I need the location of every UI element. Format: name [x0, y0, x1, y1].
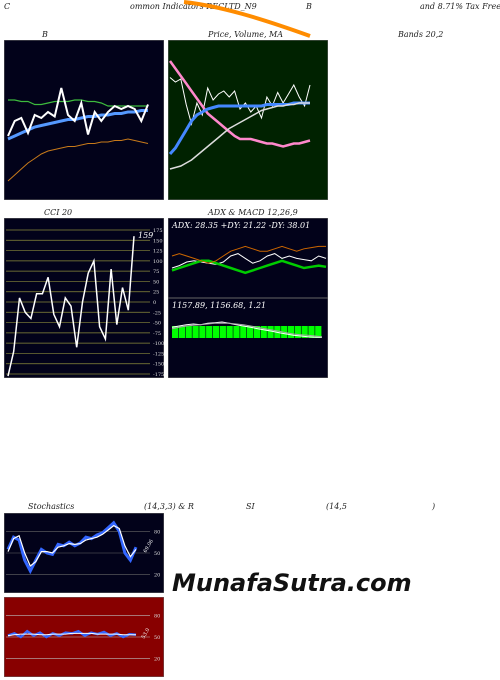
macd-histogram-bar: [172, 326, 179, 338]
macd-values-text: 1157.89, 1156.68, 1.21: [172, 301, 266, 310]
cci-tick-label: -175: [153, 372, 164, 378]
macd-histogram-bar: [260, 326, 267, 338]
rsi-close-paren-label: ): [432, 502, 436, 511]
stochastics-params-label: (14,3,3) & R: [144, 502, 194, 511]
bollinger-chart: [4, 40, 164, 200]
header-trend-line: [183, 0, 311, 38]
macd-histogram-bar: [267, 326, 274, 338]
macd-histogram-bar: [178, 326, 186, 338]
bands-right-label: Bands 20,2: [398, 30, 444, 39]
cci-tick-label: -25: [153, 310, 161, 316]
rsi-tick-label: 80: [154, 613, 160, 619]
cci-cci-line: [7, 236, 135, 377]
cci-chart: 175 150 125 100 75 50 25 0 -25 -50 -75 -100 -125 -150…: [4, 218, 164, 378]
adx-plus-di-line: [171, 259, 327, 275]
macd-histogram-bar: [206, 326, 213, 338]
rsi-rsi-smooth-line: [7, 632, 136, 637]
stochastics-tick-label: 80: [154, 529, 160, 535]
macd-chart: 1157.89, 1156.68, 1.21: [168, 298, 328, 378]
cci-tick-label: 50: [153, 279, 159, 285]
price-ma-label: Price, Volume, MA: [208, 30, 284, 39]
macd-histogram-bar: [308, 326, 315, 338]
rsi-value-label: 53.0: [141, 627, 152, 640]
macd-histogram-bar: [219, 326, 226, 338]
macd-histogram-bar: [315, 326, 322, 338]
cci-value-label: 159: [138, 231, 153, 240]
header-right-text: and 8.71% Tax Free SEC: [420, 2, 500, 11]
cci-tick-label: -100: [153, 341, 164, 347]
header-title: ommon Indicators RECLTD_N9: [130, 2, 257, 11]
rsi-params-label: (14,5: [326, 502, 347, 511]
cci-tick-label: 125: [153, 249, 163, 255]
bollinger-upper-line: [8, 99, 148, 107]
rsi-tick-label: 50: [154, 635, 160, 641]
adx-minus-di-line: [171, 245, 326, 264]
bollinger-lower-line: [7, 138, 149, 182]
macd-histogram-bar: [247, 326, 254, 338]
cci-tick-label: -75: [153, 331, 161, 337]
bollinger-mid-line: [7, 109, 148, 141]
macd-signal-line: [171, 322, 323, 338]
rsi-si-label: SI: [246, 502, 255, 511]
price-volume-ma-ma-short-line: [168, 60, 311, 148]
stochastics-d-line: [7, 524, 137, 567]
cci-tick-label: -50: [153, 321, 161, 327]
macd-histogram-bar: [301, 326, 308, 338]
macd-histogram-bar: [233, 326, 240, 338]
adx-chart: ADX: 28.35 +DY: 21.22 -DY: 38.01: [168, 218, 328, 298]
cci-tick-label: -125: [153, 351, 164, 357]
cci-tick-label: 25: [153, 290, 159, 296]
macd-histogram-bar: [294, 326, 301, 338]
watermark: MunafaSutra.com: [172, 569, 412, 597]
macd-histogram-bar: [212, 326, 220, 338]
bands-left-label: B: [42, 30, 48, 39]
cci-tick-label: 0: [153, 300, 156, 306]
cci-tick-label: 175: [153, 228, 163, 234]
macd-macd-line-line: [171, 321, 322, 338]
macd-histogram-bar: [199, 326, 206, 338]
stochastics-tick-label: 20: [154, 573, 160, 579]
header-letter-c: C: [4, 2, 11, 11]
macd-histogram-bar: [253, 326, 261, 338]
adx-macd-label: ADX & MACD 12,26,9: [208, 208, 298, 217]
cci-label: CCI 20: [44, 208, 73, 217]
cci-tick-label: -150: [153, 362, 164, 368]
rsi-chart: 80 50 20 53.0: [4, 597, 164, 677]
stochastics-label: Stochastics: [28, 502, 75, 511]
adx-values-text: ADX: 28.35 +DY: 21.22 -DY: 38.01: [171, 221, 310, 230]
header-letter-b: B: [306, 2, 312, 11]
cci-tick-label: 75: [153, 269, 159, 275]
price-volume-ma-chart: [168, 40, 328, 200]
rsi-tick-label: 20: [154, 657, 160, 663]
stochastics-tick-label: 50: [154, 551, 160, 557]
cci-tick-label: 150: [153, 238, 163, 244]
macd-histogram-bar: [185, 326, 192, 338]
macd-histogram-bar: [287, 326, 295, 338]
macd-histogram-bar: [226, 326, 233, 338]
price-volume-ma-ma-long-line: [169, 102, 310, 170]
bollinger-price-line: [7, 87, 149, 137]
macd-histogram-bar: [192, 326, 199, 338]
cci-tick-label: 100: [153, 259, 163, 265]
macd-histogram-bar: [240, 326, 247, 338]
